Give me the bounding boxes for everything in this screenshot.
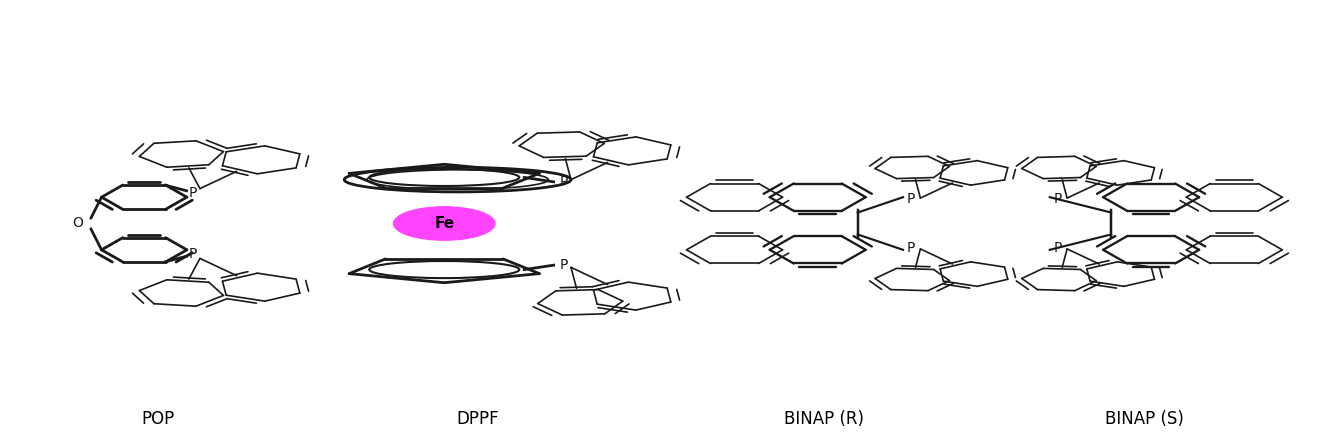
Text: P: P [907, 192, 915, 207]
Text: P: P [1053, 192, 1062, 207]
Circle shape [393, 207, 495, 240]
Text: P: P [189, 186, 197, 200]
Text: DPPF: DPPF [456, 410, 499, 428]
Text: P: P [907, 240, 915, 255]
Text: O: O [72, 216, 83, 231]
Text: BINAP (S): BINAP (S) [1104, 410, 1184, 428]
Text: BINAP (R): BINAP (R) [784, 410, 864, 428]
Text: P: P [1053, 240, 1062, 255]
Text: POP: POP [141, 410, 174, 428]
Text: Fe: Fe [435, 216, 455, 231]
Text: P: P [560, 258, 569, 272]
Text: P: P [189, 247, 197, 261]
Text: P: P [560, 175, 569, 189]
